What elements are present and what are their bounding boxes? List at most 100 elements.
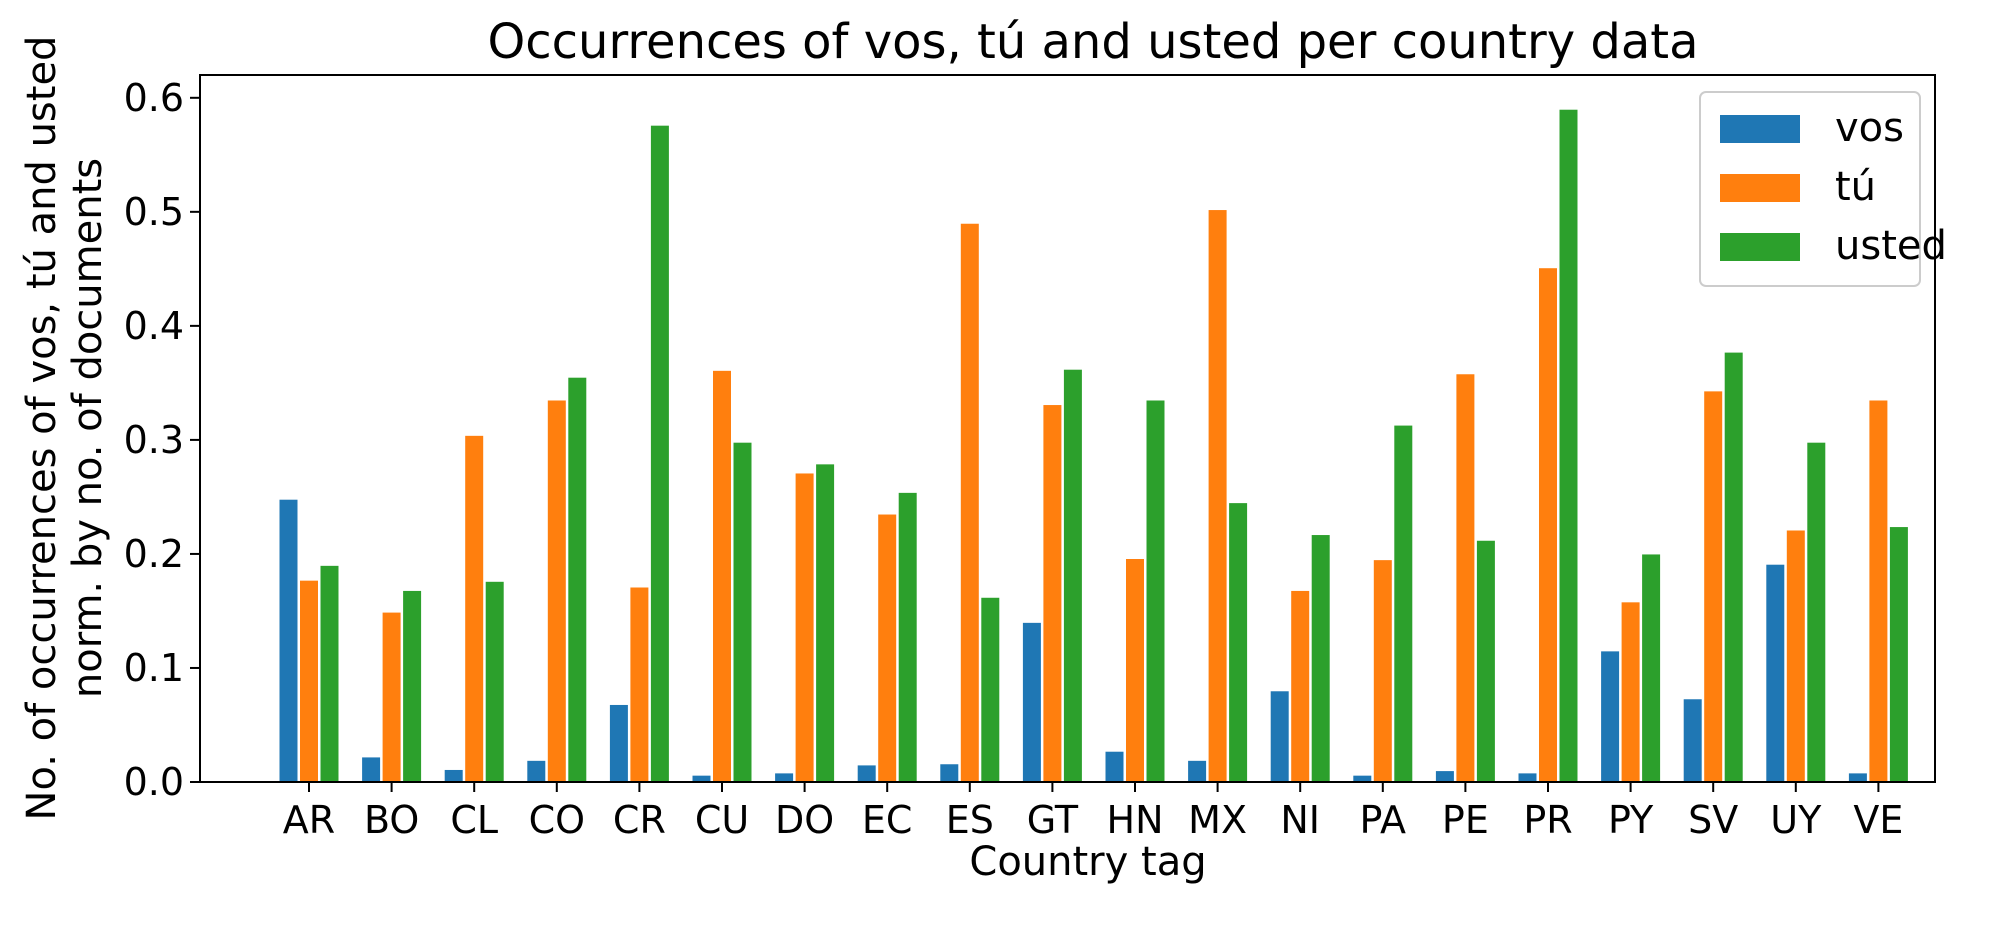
y-axis-label: No. of occurrences of vos, tú and usted … (19, 36, 111, 821)
x-tick-label-pr: PR (1523, 798, 1572, 842)
bar-vos-pe (1434, 770, 1455, 783)
bar-vos-ec (856, 764, 877, 783)
x-tick-label-pa: PA (1360, 798, 1406, 842)
bar-tú-cl (464, 434, 485, 783)
x-tick-label-hn: HN (1107, 798, 1164, 842)
bars-group (278, 108, 1909, 783)
y-axis-label-line-2: norm. by no. of documents (65, 158, 111, 698)
bar-tú-bo (381, 611, 402, 783)
x-tick-label-ve: VE (1853, 798, 1903, 842)
bar-tú-uy (1785, 529, 1806, 783)
x-tick-label-pe: PE (1442, 798, 1489, 842)
plot-frame (199, 74, 1936, 783)
x-tick-label-ni: NI (1280, 798, 1320, 842)
x-tick-label-cr: CR (613, 798, 666, 842)
x-tick-label-bo: BO (364, 798, 419, 842)
bar-tú-cr (629, 586, 650, 783)
x-tick-label-co: CO (529, 798, 585, 842)
bar-usted-cu (732, 441, 753, 783)
bar-usted-sv (1723, 351, 1744, 783)
bar-tú-ve (1868, 399, 1889, 783)
bar-usted-cr (649, 124, 670, 783)
bar-tú-mx (1207, 209, 1228, 783)
legend-label-usted: usted (1835, 223, 1947, 269)
bar-usted-ar (319, 564, 340, 783)
bar-usted-hn (1145, 399, 1166, 783)
x-tick-label-cl: CL (450, 798, 498, 842)
bar-vos-co (526, 759, 547, 783)
bar-vos-do (774, 772, 795, 783)
x-axis-label: Country tag (969, 839, 1206, 885)
bar-vos-es (939, 763, 960, 783)
bar-tú-es (959, 222, 980, 783)
legend-label-vos: vos (1835, 105, 1904, 151)
bar-vos-cl (443, 768, 464, 783)
x-tick-label-sv: SV (1688, 798, 1738, 842)
bar-vos-ve (1847, 772, 1868, 783)
bar-vos-gt (1021, 621, 1042, 783)
bar-usted-pe (1475, 539, 1496, 783)
bar-tú-py (1620, 601, 1641, 783)
bar-usted-mx (1228, 502, 1249, 783)
legend-swatch-tú (1720, 174, 1800, 202)
x-tick-label-mx: MX (1188, 798, 1247, 842)
bar-usted-py (1641, 553, 1662, 783)
x-tick-label-cu: CU (695, 798, 749, 842)
bar-vos-sv (1682, 698, 1703, 783)
x-tick-label-es: ES (946, 798, 994, 842)
bar-vos-cu (691, 774, 712, 783)
legend: vos tú usted (1699, 91, 1947, 287)
bar-usted-gt (1062, 368, 1083, 783)
x-tick-label-uy: UY (1770, 798, 1822, 842)
x-tick-label-gt: GT (1027, 798, 1079, 842)
bar-vos-cr (608, 703, 629, 783)
bar-vos-hn (1104, 750, 1125, 783)
chart-title: Occurrences of vos, tú and usted per cou… (487, 14, 1698, 70)
bar-tú-pr (1538, 267, 1558, 783)
bar-usted-do (815, 463, 836, 783)
y-tick-label: 0.4 (124, 304, 184, 348)
x-tick-label-do: DO (775, 798, 834, 842)
y-tick-label: 0.3 (124, 418, 184, 462)
bar-tú-hn (1125, 558, 1145, 783)
bar-tú-gt (1042, 404, 1063, 783)
x-tick-label-ec: EC (862, 798, 913, 842)
bar-vos-ni (1269, 690, 1290, 783)
bar-vos-py (1600, 650, 1621, 783)
y-axis-label-line-1: No. of occurrences of vos, tú and usted (19, 36, 65, 821)
y-tick-label: 0.1 (124, 646, 184, 690)
bar-usted-ec (897, 491, 918, 783)
bar-vos-pr (1517, 772, 1538, 783)
bar-tú-do (794, 472, 815, 783)
bar-tú-ec (877, 513, 898, 783)
y-tick-label: 0.2 (124, 532, 184, 576)
bar-vos-mx (1187, 759, 1208, 783)
y-tick-label: 0.6 (124, 76, 184, 120)
x-tick-label-ar: AR (283, 798, 335, 842)
y-axis: 0.0 0.1 0.2 0.3 0.4 0.5 0.6 (124, 76, 200, 804)
bar-tú-co (546, 399, 567, 783)
bar-usted-ni (1310, 534, 1331, 783)
bar-usted-bo (402, 589, 423, 783)
bar-vos-bo (361, 756, 382, 783)
bar-tú-ni (1290, 589, 1311, 783)
bar-usted-pa (1393, 424, 1414, 783)
bar-usted-co (567, 376, 588, 783)
bar-vos-ar (278, 498, 299, 783)
x-axis: AR BO CL CO CR CU DO EC ES GT HN MX NI PA PE PR PY SV UY VE (283, 782, 1903, 842)
y-tick-label: 0.5 (124, 190, 184, 234)
bar-vos-uy (1765, 563, 1786, 783)
bar-usted-cl (484, 580, 505, 783)
legend-swatch-usted (1720, 233, 1800, 261)
y-tick-label: 0.0 (124, 760, 184, 804)
bar-tú-cu (712, 369, 732, 783)
legend-swatch-vos (1720, 115, 1800, 143)
bar-usted-uy (1806, 441, 1827, 783)
bar-usted-pr (1558, 108, 1579, 783)
bar-usted-es (980, 596, 1001, 783)
legend-label-tú: tú (1835, 164, 1876, 210)
bar-usted-ve (1888, 526, 1909, 783)
bar-tú-pe (1455, 373, 1476, 783)
bar-tú-sv (1703, 390, 1724, 783)
